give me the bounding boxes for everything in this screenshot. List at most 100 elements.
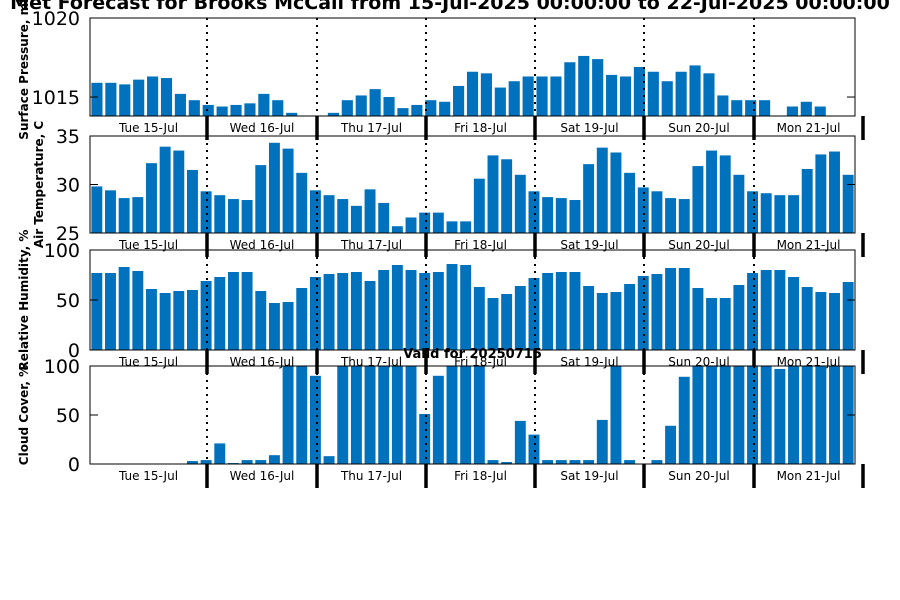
bar xyxy=(296,288,308,350)
bar xyxy=(411,104,423,116)
bar xyxy=(651,274,663,350)
bar xyxy=(706,298,718,350)
bar xyxy=(815,154,827,233)
bar xyxy=(719,155,731,233)
bar xyxy=(391,226,403,233)
bar xyxy=(473,287,485,350)
bar xyxy=(186,290,198,350)
bar xyxy=(801,366,813,464)
bar xyxy=(719,298,731,350)
bar xyxy=(801,287,813,350)
bar xyxy=(268,142,280,233)
bar xyxy=(760,270,772,350)
bar xyxy=(786,106,798,116)
y-axis-label: Cloud Cover, % xyxy=(17,365,31,465)
bar xyxy=(745,100,757,116)
bar xyxy=(282,302,294,350)
bar xyxy=(341,100,353,116)
bar xyxy=(419,273,431,350)
bar xyxy=(678,268,690,350)
x-tick-label: Sat 19-Jul xyxy=(560,469,618,483)
x-tick-label: Sat 19-Jul xyxy=(560,121,618,135)
bar xyxy=(692,288,704,350)
x-tick-label: Tue 15-Jul xyxy=(118,355,178,369)
bar xyxy=(647,71,659,116)
panel-2: 25 30 35 Tue 15-Jul Wed 16-Jul Thu 17-Jul Fri … xyxy=(32,121,865,257)
bar xyxy=(731,100,743,116)
bar xyxy=(391,366,403,464)
bar xyxy=(350,272,362,350)
bar xyxy=(665,268,677,350)
x-tick-label: Thu 17-Jul xyxy=(340,121,402,135)
bar xyxy=(550,76,562,116)
bar xyxy=(706,150,718,233)
x-tick-label: Fri 18-Jul xyxy=(454,469,507,483)
y-tick-label: 100 xyxy=(44,356,80,378)
bar xyxy=(173,291,185,350)
bar xyxy=(460,366,472,464)
bar xyxy=(788,277,799,350)
bar xyxy=(214,443,226,464)
bar xyxy=(337,199,349,233)
bar xyxy=(323,456,335,464)
y-axis-label: Air Temperature, C xyxy=(32,121,46,249)
bar xyxy=(159,146,171,233)
bar xyxy=(619,76,632,116)
bar xyxy=(555,460,567,464)
bar xyxy=(105,82,117,116)
x-tick-label: Mon 21-Jul xyxy=(777,238,841,252)
bar xyxy=(542,460,554,464)
bar xyxy=(703,73,715,116)
bar xyxy=(473,366,485,464)
bar xyxy=(227,199,239,233)
bar xyxy=(774,270,786,350)
bar xyxy=(487,460,499,464)
bar xyxy=(244,103,256,116)
x-tick-label: Thu 17-Jul xyxy=(340,469,402,483)
bar xyxy=(788,195,799,233)
bar xyxy=(296,366,308,464)
bar xyxy=(255,460,267,464)
x-tick-label: Mon 21-Jul xyxy=(777,121,841,135)
bar xyxy=(760,366,772,464)
bar xyxy=(569,200,581,233)
bar xyxy=(487,298,499,350)
bar xyxy=(829,151,840,233)
bar xyxy=(610,366,622,464)
bar xyxy=(258,93,270,116)
bar xyxy=(91,273,103,350)
bar xyxy=(624,460,636,464)
y-tick-label: 50 xyxy=(56,405,80,427)
x-tick-label: Sun 20-Jul xyxy=(668,238,729,252)
bar xyxy=(536,76,548,116)
bar xyxy=(419,212,431,233)
bar xyxy=(405,217,417,233)
bar xyxy=(446,264,458,350)
bar xyxy=(665,198,677,233)
bar xyxy=(678,199,690,233)
bar xyxy=(405,270,417,350)
bar xyxy=(528,434,540,464)
bar xyxy=(596,293,608,350)
bar xyxy=(391,265,403,350)
bar xyxy=(309,277,321,350)
bar xyxy=(230,104,242,116)
bar xyxy=(227,272,239,350)
bar xyxy=(173,150,185,233)
bar xyxy=(337,366,349,464)
bar xyxy=(460,221,472,233)
panel-subtitle: Valid for 20250715 xyxy=(403,347,542,362)
x-tick-label: Wed 16-Jul xyxy=(230,469,295,483)
y-tick-label: 50 xyxy=(56,290,80,312)
y-tick-label: 30 xyxy=(56,175,80,197)
bar xyxy=(378,270,390,350)
y-tick-label: 1015 xyxy=(32,87,80,109)
y-tick-label: 25 xyxy=(56,223,80,245)
chart-panels: 1015 1020 Tue 15-Jul Wed 16-Jul Thu 17-Jul Fr… xyxy=(17,0,865,488)
bar xyxy=(255,165,267,233)
bar xyxy=(327,112,339,116)
y-tick-label: 100 xyxy=(44,240,80,262)
bar xyxy=(596,419,608,464)
y-tick-label: 0 xyxy=(68,340,80,362)
bar xyxy=(508,81,520,116)
